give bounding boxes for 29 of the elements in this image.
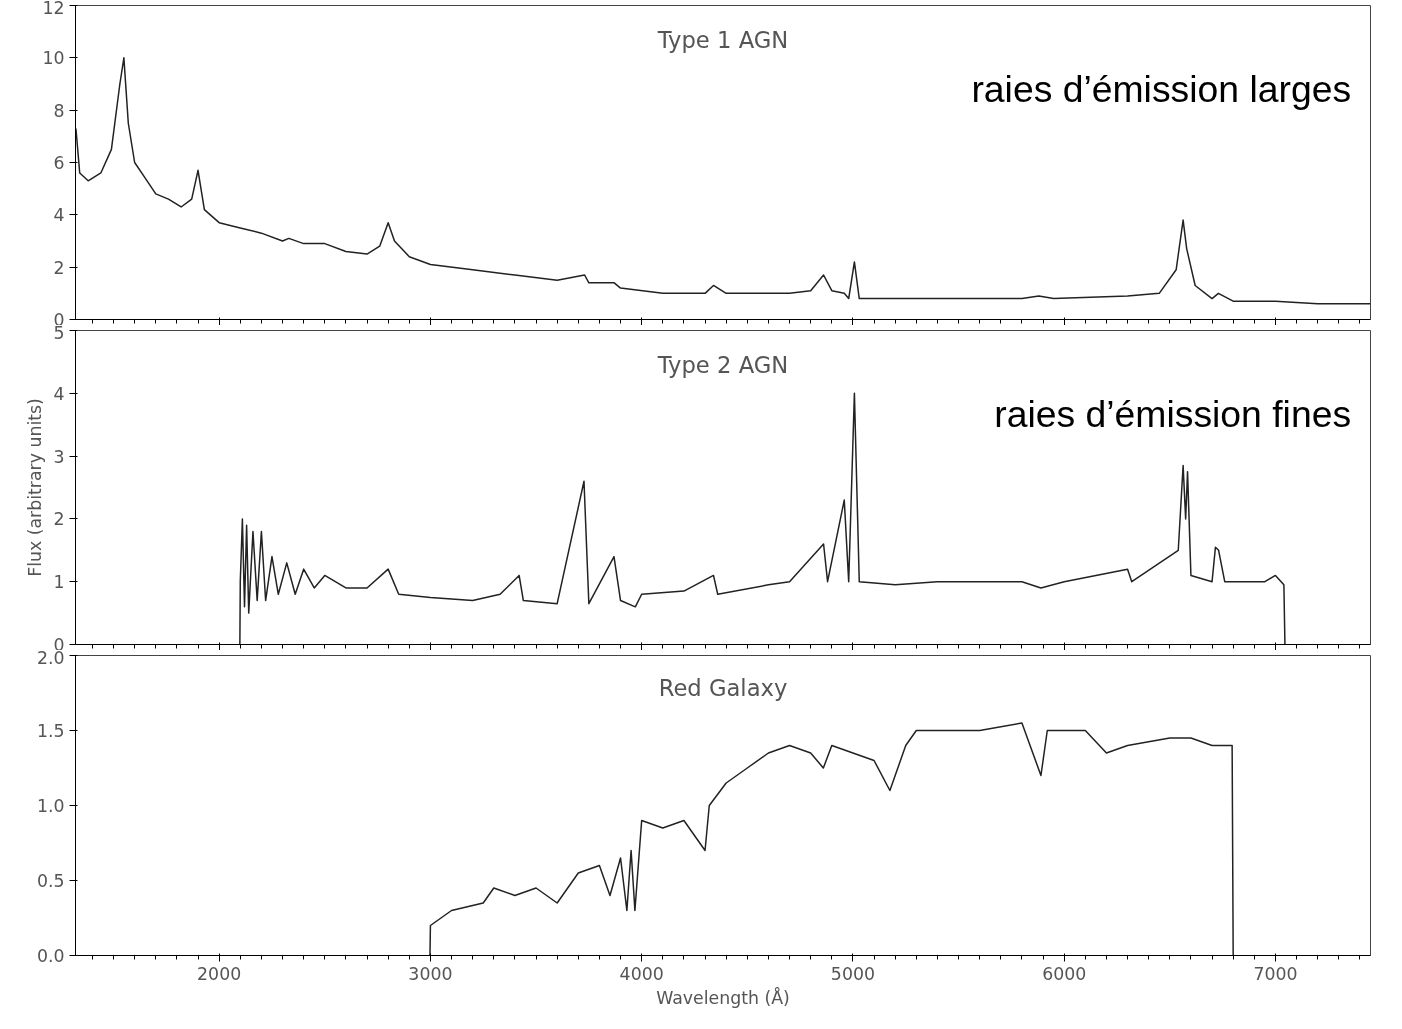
line-series bbox=[429, 722, 1234, 956]
y-tick-label: 1 bbox=[53, 572, 65, 593]
y-tick-label: 4 bbox=[53, 383, 65, 404]
x-tick-label: 6000 bbox=[1042, 963, 1087, 984]
y-tick-label: 2 bbox=[53, 257, 65, 278]
y-tick-label: 4 bbox=[53, 205, 65, 226]
annotation: Red Galaxy bbox=[658, 674, 788, 701]
y-tick-label: 1.0 bbox=[36, 796, 65, 816]
x-axis-title: Wavelength (Å) bbox=[656, 986, 790, 1008]
y-tick-label: 0.5 bbox=[36, 871, 65, 891]
x-tick-label: 5000 bbox=[830, 963, 875, 984]
annotation: raies d’émission fines bbox=[994, 393, 1352, 436]
y-tick-label: 2 bbox=[53, 509, 65, 530]
y-tick-label: 6 bbox=[53, 153, 65, 173]
line-series bbox=[75, 57, 1371, 305]
y-tick-label: 10 bbox=[42, 48, 65, 69]
annotation: raies d’émission larges bbox=[971, 68, 1352, 111]
x-tick-label: 2000 bbox=[197, 963, 242, 984]
y-tick-label: 3 bbox=[53, 446, 65, 467]
annotation: Type 2 AGN bbox=[656, 351, 789, 378]
y-axis-title: Flux (arbitrary units) bbox=[25, 398, 46, 577]
y-tick-label: 1.5 bbox=[36, 721, 65, 741]
y-tick-label: 8 bbox=[53, 100, 65, 121]
y-tick-label: 0.0 bbox=[36, 946, 65, 966]
y-tick-label: 12 bbox=[42, 0, 65, 18]
x-tick-label: 4000 bbox=[619, 963, 664, 984]
annotation: Type 1 AGN bbox=[656, 26, 789, 53]
x-tick-label: 3000 bbox=[408, 963, 453, 984]
x-tick-label: 7000 bbox=[1253, 963, 1298, 984]
